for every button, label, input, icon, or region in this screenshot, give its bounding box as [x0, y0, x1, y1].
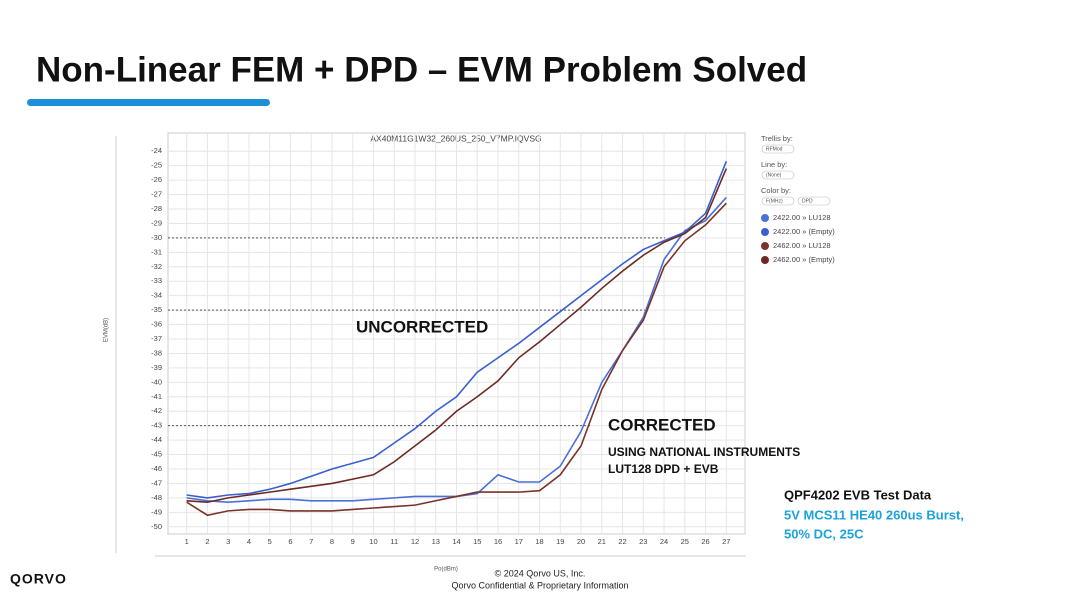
control-pill: [761, 144, 795, 154]
logo: QORVO: [10, 571, 67, 587]
annotation: USING NATIONAL INSTRUMENTS: [608, 445, 800, 459]
x-tick-label: 1: [185, 537, 189, 546]
x-tick-label: 27: [722, 537, 730, 546]
y-tick-label: -29: [151, 218, 162, 227]
y-tick-label: -26: [151, 175, 162, 184]
annotation: LUT128 DPD + EVB: [608, 462, 719, 476]
y-tick-label: -36: [151, 320, 162, 329]
x-tick-label: 3: [226, 537, 230, 546]
x-tick-label: 21: [598, 537, 606, 546]
x-tick-label: 22: [618, 537, 626, 546]
series-line: [186, 161, 728, 499]
y-tick-label: -32: [151, 262, 162, 271]
annotation: UNCORRECTED: [356, 317, 488, 336]
y-tick-label: -31: [151, 247, 162, 256]
y-tick-label: -45: [151, 450, 162, 459]
control-value: F(MHz): [766, 198, 783, 204]
y-tick-label: -30: [151, 233, 162, 242]
x-tick-label: 14: [452, 537, 460, 546]
x-tick-label: 15: [473, 537, 481, 546]
legend-swatch: [761, 256, 769, 264]
y-tick-label: -50: [151, 522, 162, 531]
y-tick-label: -42: [151, 406, 162, 415]
legend-label: 2462.00 » (Empty): [773, 255, 835, 264]
x-tick-label: 16: [494, 537, 502, 546]
x-tick-label: 13: [432, 537, 440, 546]
x-tick-label: 24: [660, 537, 668, 546]
y-tick-label: -46: [151, 464, 162, 473]
control-pill: [761, 196, 795, 206]
x-tick-label: 4: [247, 537, 251, 546]
footer-text: © 2024 Qorvo US, Inc.: [495, 568, 586, 578]
slide-title: Non-Linear FEM + DPD – EVM Problem Solve…: [36, 50, 807, 89]
y-tick-label: -34: [151, 291, 162, 300]
control-value: (None): [766, 172, 782, 178]
note-line: 50% DC, 25C: [784, 526, 864, 541]
series-line: [186, 202, 727, 517]
x-tick-label: 6: [288, 537, 292, 546]
title-underline: [27, 99, 270, 106]
control-value: DPD: [802, 198, 813, 204]
x-tick-label: 2: [205, 537, 209, 546]
y-tick-label: -48: [151, 493, 162, 502]
y-tick-label: -25: [151, 161, 162, 170]
control-pill: [761, 170, 795, 180]
x-tick-label: 25: [681, 537, 689, 546]
y-tick-label: -38: [151, 348, 162, 357]
control-value: RFMod: [766, 146, 783, 152]
series-line: [186, 168, 728, 504]
legend-swatch: [761, 228, 769, 236]
x-tick-label: 23: [639, 537, 647, 546]
x-tick-label: 10: [369, 537, 377, 546]
x-tick-label: 11: [390, 537, 398, 546]
legend-label: 2462.00 » LU128: [773, 241, 831, 250]
x-axis-label: Po(dBm): [434, 567, 458, 573]
y-tick-label: -27: [151, 190, 162, 199]
control-pill: [797, 196, 831, 206]
control-label: Trellis by:: [761, 134, 793, 143]
x-tick-label: 18: [535, 537, 543, 546]
y-tick-label: -35: [151, 305, 162, 314]
x-tick-label: 8: [330, 537, 334, 546]
note-line: 5V MCS11 HE40 260us Burst,: [784, 507, 964, 522]
y-tick-label: -37: [151, 334, 162, 343]
y-tick-label: -44: [151, 435, 162, 444]
y-tick-label: -43: [151, 421, 162, 430]
x-tick-label: 5: [268, 537, 272, 546]
y-tick-label: -33: [151, 276, 162, 285]
x-tick-label: 20: [577, 537, 585, 546]
y-tick-label: -47: [151, 478, 162, 487]
note-heading: QPF4202 EVB Test Data: [784, 487, 932, 502]
y-tick-label: -41: [151, 392, 162, 401]
control-label: Color by:: [761, 186, 791, 195]
y-tick-label: -28: [151, 204, 162, 213]
x-tick-label: 9: [351, 537, 355, 546]
y-axis-label: EVM(dB): [104, 318, 110, 342]
footer-text: Qorvo Confidential & Proprietary Informa…: [451, 580, 628, 590]
annotation: CORRECTED: [608, 415, 716, 434]
legend-label: 2422.00 » (Empty): [773, 227, 835, 236]
x-tick-label: 19: [556, 537, 564, 546]
x-tick-label: 12: [411, 537, 419, 546]
x-tick-label: 7: [309, 537, 313, 546]
y-tick-label: -40: [151, 377, 162, 386]
legend-swatch: [761, 214, 769, 222]
y-tick-label: -24: [151, 146, 162, 155]
legend-label: 2422.00 » LU128: [773, 213, 831, 222]
legend-swatch: [761, 242, 769, 250]
control-label: Line by:: [761, 160, 787, 169]
y-tick-label: -39: [151, 363, 162, 372]
x-tick-label: 17: [515, 537, 523, 546]
y-tick-label: -49: [151, 507, 162, 516]
x-tick-label: 26: [701, 537, 709, 546]
